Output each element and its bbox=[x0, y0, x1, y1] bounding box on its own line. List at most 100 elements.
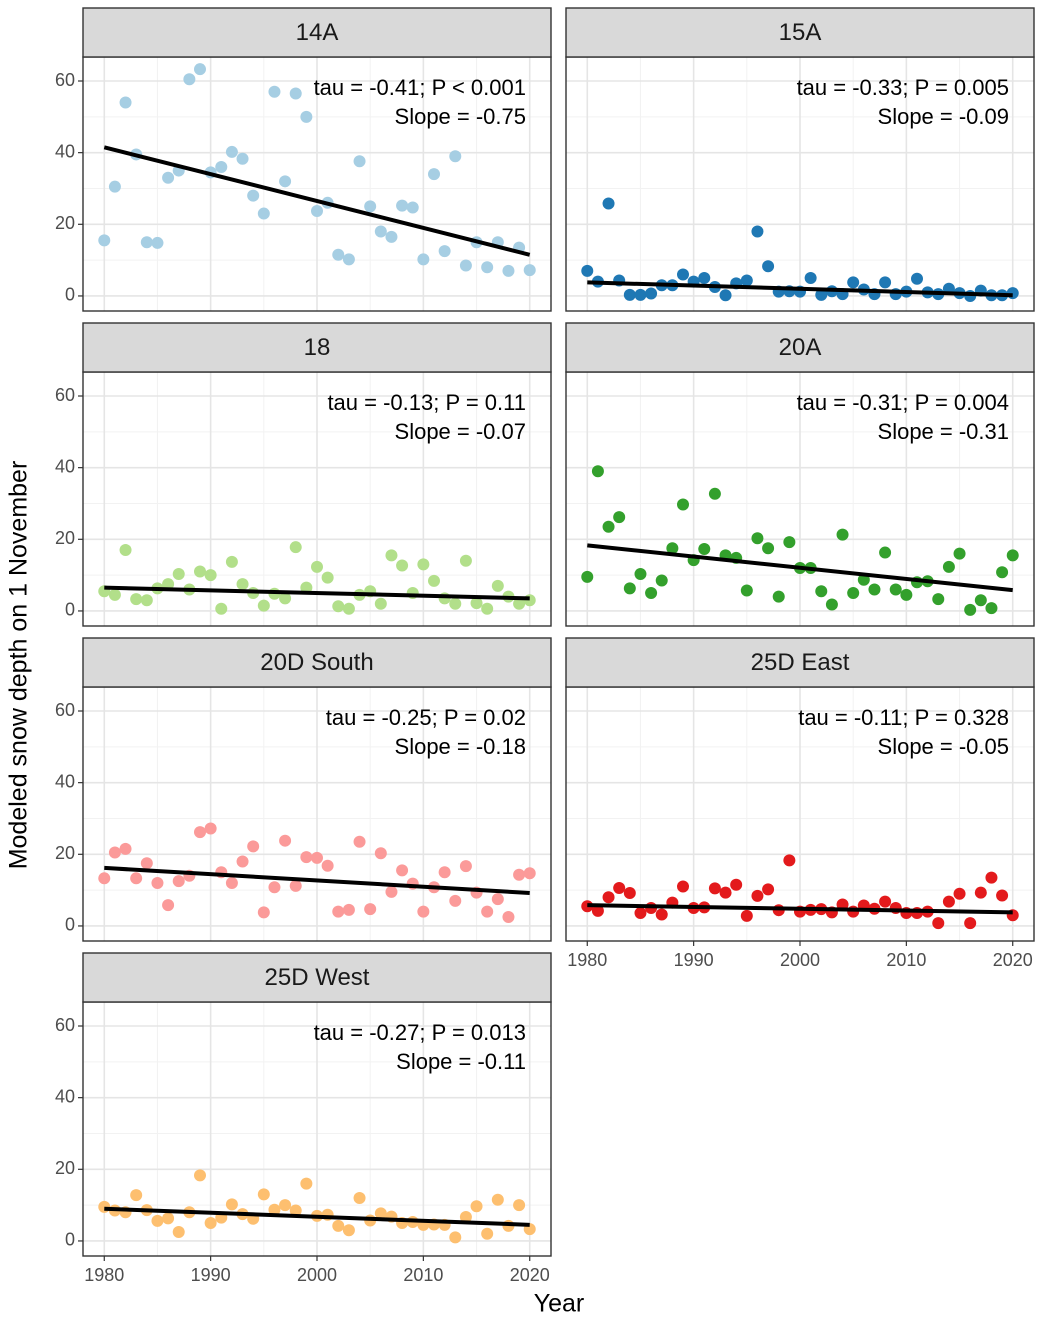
point bbox=[311, 851, 323, 864]
y-axis-label: Modeled snow depth on 1 November bbox=[5, 461, 33, 870]
point bbox=[996, 889, 1009, 902]
point bbox=[215, 602, 228, 615]
point bbox=[289, 879, 302, 892]
point bbox=[119, 544, 132, 557]
y-tick-label: 60 bbox=[55, 1015, 75, 1035]
point bbox=[953, 547, 966, 560]
point bbox=[698, 542, 711, 555]
point bbox=[119, 96, 132, 109]
point bbox=[964, 917, 977, 930]
point bbox=[374, 225, 387, 238]
point bbox=[740, 584, 753, 597]
point bbox=[257, 906, 270, 919]
point bbox=[204, 569, 217, 582]
point bbox=[751, 889, 764, 902]
point bbox=[353, 155, 366, 168]
trend-line bbox=[104, 1206, 530, 1227]
point bbox=[162, 899, 175, 912]
point bbox=[140, 236, 153, 249]
point bbox=[491, 893, 504, 906]
point bbox=[130, 872, 143, 885]
point bbox=[130, 1189, 143, 1202]
annotation: tau = -0.11; P = 0.328 bbox=[798, 705, 1009, 730]
point bbox=[836, 528, 849, 541]
point bbox=[623, 288, 636, 301]
point bbox=[225, 555, 238, 568]
point bbox=[162, 1212, 175, 1225]
point bbox=[634, 288, 647, 301]
point bbox=[459, 259, 472, 272]
point bbox=[236, 152, 249, 165]
strip bbox=[565, 637, 1035, 688]
panel: 1980 1990 2000 2010 2020 tau = -0.11; P = 0.3… bbox=[565, 637, 1035, 970]
annotation: Slope = -0.11 bbox=[396, 1049, 526, 1074]
point bbox=[289, 1204, 302, 1217]
point bbox=[677, 880, 689, 893]
annotation: Slope = -0.31 bbox=[878, 419, 1009, 444]
point bbox=[974, 594, 987, 607]
point bbox=[762, 260, 775, 273]
strip bbox=[82, 7, 552, 58]
y-tick-label: 40 bbox=[55, 771, 75, 791]
x-tick-label: 1990 bbox=[191, 1265, 231, 1285]
point bbox=[342, 903, 355, 916]
point bbox=[513, 597, 526, 610]
point bbox=[523, 867, 536, 880]
point bbox=[964, 603, 977, 616]
point bbox=[847, 587, 860, 600]
y-tick-label: 40 bbox=[55, 141, 75, 161]
point bbox=[332, 905, 345, 918]
point bbox=[279, 592, 292, 605]
point bbox=[385, 885, 398, 898]
point bbox=[889, 583, 902, 596]
point bbox=[342, 253, 355, 266]
point bbox=[374, 847, 387, 860]
trend-line bbox=[587, 280, 1013, 298]
point bbox=[783, 536, 796, 549]
annotation: tau = -0.31; P = 0.004 bbox=[797, 390, 1009, 415]
point bbox=[974, 886, 987, 899]
point bbox=[825, 598, 838, 611]
point bbox=[321, 859, 334, 872]
point bbox=[613, 511, 626, 524]
y-tick-label: 60 bbox=[55, 70, 75, 90]
strip bbox=[82, 952, 552, 1003]
point bbox=[438, 245, 451, 258]
point bbox=[772, 590, 785, 603]
point bbox=[613, 881, 626, 894]
point bbox=[279, 1199, 292, 1212]
point bbox=[396, 864, 409, 877]
point bbox=[900, 588, 913, 601]
point bbox=[868, 583, 881, 596]
point bbox=[311, 205, 323, 218]
point bbox=[236, 578, 249, 591]
point bbox=[513, 868, 526, 881]
point bbox=[215, 160, 228, 173]
point bbox=[708, 487, 721, 500]
x-tick-label: 2020 bbox=[993, 950, 1033, 970]
point bbox=[1006, 549, 1019, 562]
point bbox=[804, 272, 817, 285]
point bbox=[151, 236, 164, 249]
point bbox=[783, 854, 796, 867]
x-tick-label: 2020 bbox=[510, 1265, 550, 1285]
point bbox=[268, 881, 281, 894]
point bbox=[438, 866, 451, 879]
y-tick-label: 0 bbox=[65, 1230, 75, 1250]
point bbox=[932, 917, 945, 930]
point bbox=[268, 1203, 281, 1216]
point bbox=[385, 549, 398, 562]
annotation: tau = -0.13; P = 0.11 bbox=[327, 390, 526, 415]
strip-title: 15A bbox=[779, 19, 822, 46]
point bbox=[762, 883, 775, 896]
y-tick-label: 0 bbox=[65, 915, 75, 935]
point bbox=[932, 593, 945, 606]
trend-line bbox=[587, 543, 1013, 593]
point bbox=[396, 559, 409, 572]
point bbox=[257, 1188, 270, 1201]
point bbox=[985, 602, 998, 615]
point bbox=[108, 180, 121, 193]
x-tick-label: 2000 bbox=[780, 950, 820, 970]
point bbox=[602, 197, 615, 210]
point bbox=[645, 287, 658, 300]
